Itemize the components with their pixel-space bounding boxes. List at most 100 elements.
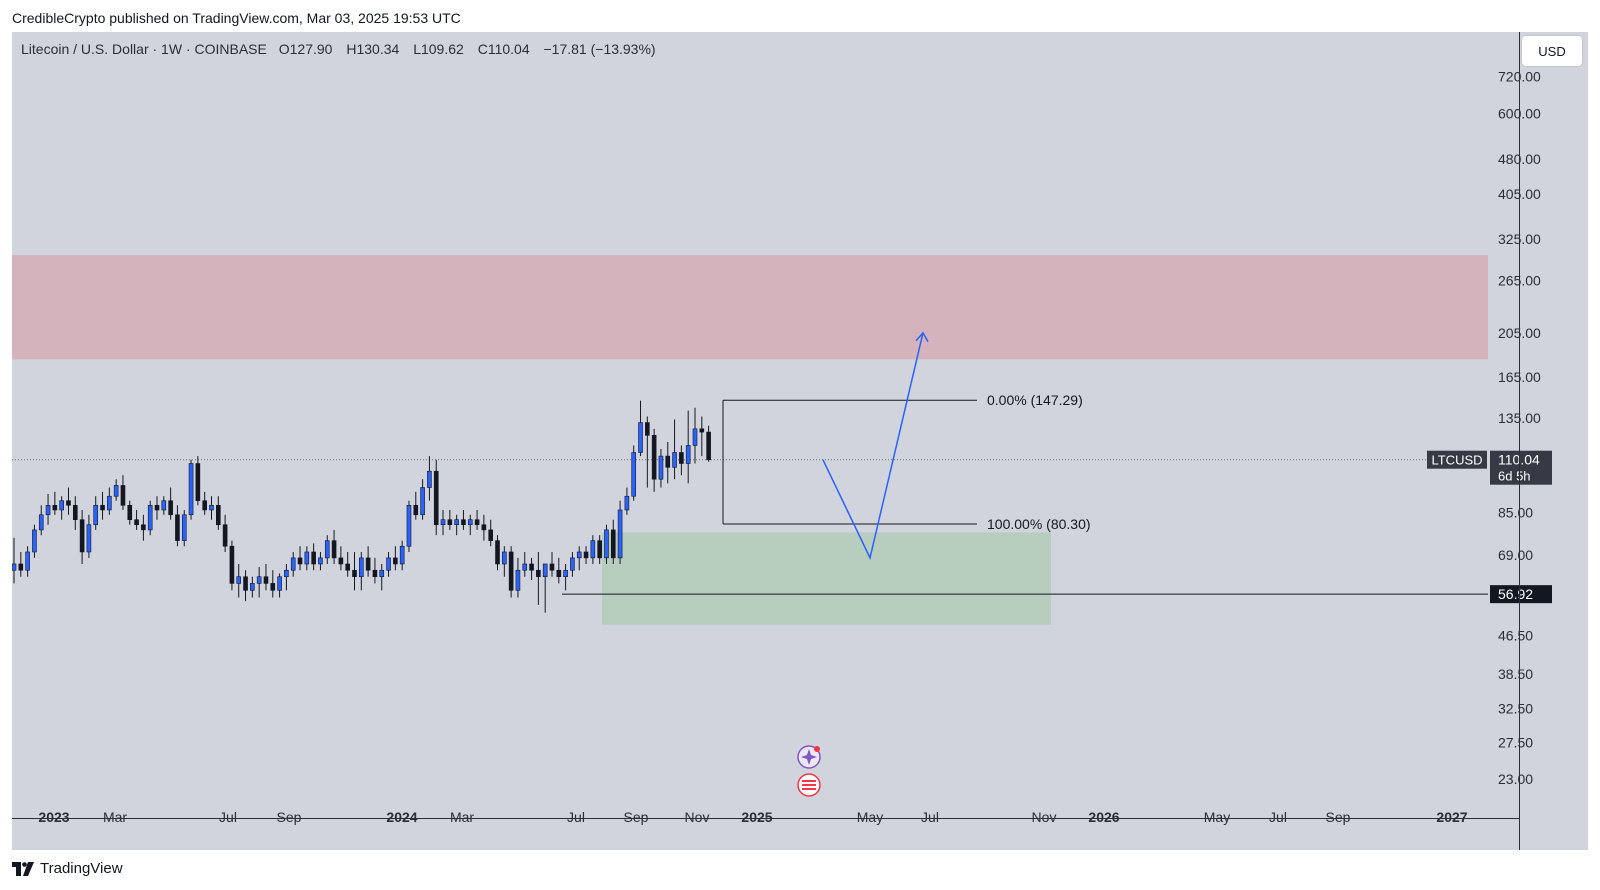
resistance-zone	[12, 255, 1488, 360]
candle	[617, 500, 623, 564]
candle	[324, 535, 330, 564]
candle-body	[665, 455, 671, 468]
candle-body	[229, 545, 235, 584]
candle-body	[59, 500, 64, 511]
candle	[256, 567, 262, 598]
candle	[433, 459, 439, 536]
candle-body	[72, 504, 78, 520]
candle	[556, 557, 562, 584]
candle-body	[440, 519, 446, 526]
candle	[427, 456, 432, 501]
candle	[45, 494, 51, 525]
candle-body	[365, 557, 371, 571]
candle	[542, 563, 548, 613]
candle-body	[488, 529, 494, 541]
open-label: O	[278, 41, 290, 57]
ai-event-icon-spark	[801, 749, 817, 765]
candle-body	[617, 509, 623, 559]
symbol-pair[interactable]: Litecoin / U.S. Dollar · 1W · COINBASE	[21, 41, 267, 57]
currency-button[interactable]: USD	[1522, 36, 1582, 66]
candle-body	[474, 519, 480, 526]
candle-body	[406, 504, 412, 547]
candle	[25, 546, 30, 577]
candle	[236, 563, 242, 598]
symbol-badge	[1427, 450, 1487, 469]
candle	[107, 487, 112, 515]
candle	[624, 487, 630, 515]
candle-body	[536, 569, 541, 578]
candle	[175, 505, 180, 547]
candle	[216, 496, 221, 530]
candle	[420, 479, 425, 520]
candle-body	[161, 500, 167, 511]
price-axis[interactable]	[1519, 32, 1589, 850]
candle-body	[188, 463, 194, 516]
candle	[222, 514, 228, 552]
candle-body	[100, 504, 105, 511]
candle-body	[529, 563, 534, 571]
price-tick-label: 27.50	[1498, 735, 1533, 751]
candle	[318, 551, 323, 571]
candle	[529, 557, 534, 581]
candle-body	[250, 583, 255, 591]
candle	[706, 425, 711, 462]
candle-body	[508, 551, 514, 591]
candle	[284, 563, 289, 591]
tradingview-logo-icon	[12, 861, 34, 876]
candlestick-chart[interactable]: 0.00% (147.29)100.00% (80.30) 720.00600.…	[12, 32, 1588, 850]
candle-body	[433, 470, 439, 526]
countdown-label: 6d 5h	[1498, 469, 1531, 484]
time-tick-label: Nov	[685, 809, 710, 825]
time-tick-label: 2023	[38, 809, 69, 825]
candle	[195, 456, 201, 506]
candle-body	[461, 519, 466, 526]
time-tick-label: 2024	[386, 809, 417, 825]
candle	[522, 551, 528, 577]
candle-body	[216, 504, 221, 526]
candle-body	[590, 540, 596, 559]
us-flag-icon-stripe	[802, 784, 816, 786]
us-flag-icon-stripe	[802, 780, 816, 782]
candle-body	[168, 500, 173, 516]
candle	[147, 500, 153, 536]
candle-body	[658, 455, 664, 480]
candle-body	[52, 504, 58, 511]
candle-body	[604, 529, 609, 559]
time-tick-label: Jul	[921, 809, 939, 825]
candle-body	[209, 504, 214, 511]
candle-body	[706, 431, 711, 461]
chart-area[interactable]: 0.00% (147.29) 100.00% (80.30) 720.00 600.…	[12, 32, 1588, 850]
candle-body	[549, 563, 555, 571]
candle-body	[195, 463, 201, 502]
candle	[576, 546, 582, 571]
time-tick-label: Nov	[1032, 809, 1057, 825]
candle-body	[427, 470, 432, 488]
current-price-badge	[1490, 450, 1552, 485]
candle	[86, 514, 92, 558]
candle-body	[624, 495, 630, 511]
candle	[386, 551, 391, 577]
candle	[583, 546, 589, 564]
time-tick-label: Jul	[219, 809, 237, 825]
candle-body	[413, 504, 419, 516]
candle-body	[263, 576, 269, 584]
candle	[243, 570, 248, 602]
candle	[665, 442, 671, 484]
candle	[631, 445, 637, 501]
candle	[502, 546, 507, 577]
candle	[447, 509, 453, 530]
candle-body	[345, 563, 350, 571]
tradingview-logo[interactable]: TradingView	[12, 860, 123, 877]
candle-body	[66, 500, 71, 506]
candle-body	[311, 551, 316, 565]
price-tick-label: 69.00	[1498, 547, 1533, 563]
candle	[154, 496, 160, 520]
candle-body	[631, 452, 637, 497]
us-flag-event-icon	[797, 773, 821, 797]
candle	[672, 419, 677, 480]
high-label: H	[346, 41, 357, 57]
projection-arrowhead	[915, 331, 929, 343]
candle-body	[107, 495, 112, 511]
fib-level-label: 100.00% (80.30)	[987, 516, 1091, 532]
candle	[604, 524, 609, 564]
